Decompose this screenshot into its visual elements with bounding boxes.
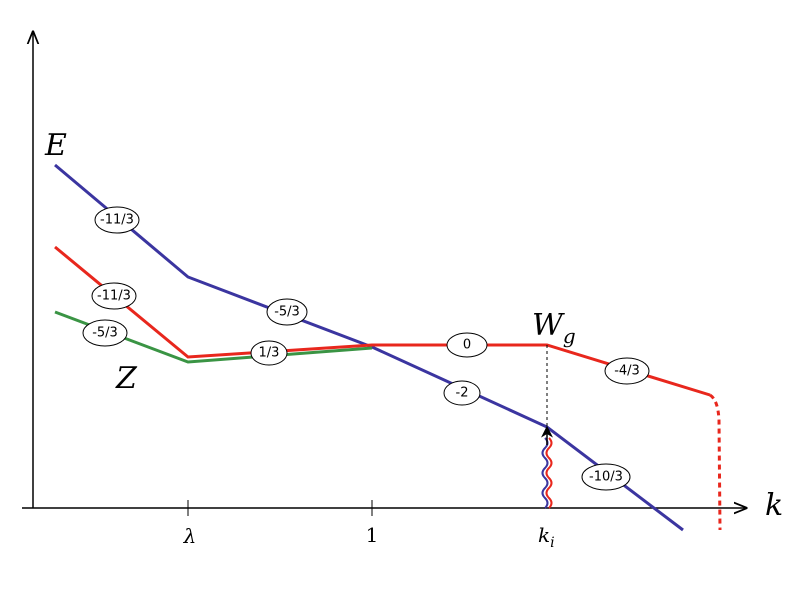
x-axis-label: k xyxy=(765,488,783,523)
slope-label: 0 xyxy=(463,338,471,353)
curve-label: Z xyxy=(115,361,138,396)
tick-label-sub: i xyxy=(550,535,554,551)
slope-bubble xyxy=(250,340,288,366)
slope-label: 1/3 xyxy=(259,346,280,361)
slope-label: -10/3 xyxy=(589,470,623,485)
tick-label-main: k xyxy=(538,523,550,547)
red-curve xyxy=(54,245,711,397)
curve-label-main: W xyxy=(532,308,565,343)
wave xyxy=(545,437,553,509)
slope-label: -4/3 xyxy=(614,364,640,379)
slope-bubble xyxy=(581,463,631,491)
slope-label: -5/3 xyxy=(92,326,118,341)
slope-bubble xyxy=(91,282,137,310)
slope-bubble xyxy=(82,319,128,347)
slope-label: -5/3 xyxy=(274,305,300,320)
curve-label: Wg xyxy=(532,308,576,348)
slope-label: -11/3 xyxy=(100,213,134,228)
slope-bubble xyxy=(446,332,488,358)
slope-bubble xyxy=(443,380,481,406)
tick-label: ki xyxy=(538,523,555,551)
tick-label: λ xyxy=(183,524,197,548)
wave xyxy=(541,437,549,509)
tick-label: 1 xyxy=(366,523,379,547)
slope-bubble xyxy=(604,357,650,385)
slope-bubble xyxy=(266,298,308,326)
slope-label: -2 xyxy=(456,386,469,401)
blue-curve xyxy=(54,163,684,532)
curve-label-sub: g xyxy=(563,324,576,348)
red-dashed-end xyxy=(709,393,722,531)
slope-label: -11/3 xyxy=(97,289,131,304)
slope-bubble xyxy=(94,206,140,234)
y-axis-label: E xyxy=(44,128,67,163)
